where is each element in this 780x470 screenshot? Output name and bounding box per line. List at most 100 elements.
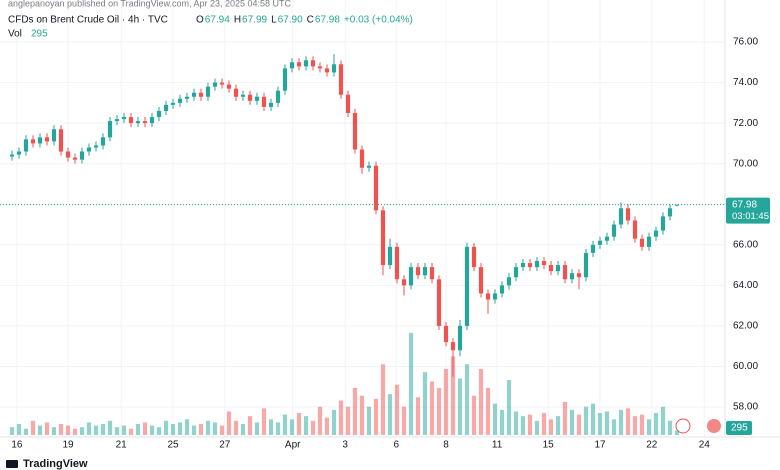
candle-body	[261, 96, 267, 107]
volume-bar	[359, 395, 365, 435]
volume-bar	[135, 424, 141, 435]
x-tick-label: 21	[116, 440, 128, 451]
candle-body	[394, 246, 400, 280]
candle-body	[499, 285, 505, 294]
volume-bar	[471, 395, 477, 435]
volume-bar	[478, 369, 484, 435]
volume-bar	[534, 420, 540, 435]
candle-body	[555, 265, 561, 272]
candle-body	[226, 84, 232, 89]
candle-body	[128, 117, 134, 124]
y-tick-label: 66.00	[733, 239, 758, 250]
volume-bar	[380, 364, 386, 435]
candle-body	[401, 279, 407, 286]
candle-body	[436, 279, 442, 326]
volume-bar	[674, 430, 680, 435]
candle-body	[23, 139, 29, 152]
volume-bar	[415, 397, 421, 435]
volume-label: Vol	[8, 29, 22, 40]
candle-body	[177, 98, 183, 103]
volume-bar	[16, 424, 22, 435]
candle-body	[93, 145, 99, 148]
volume-bar	[457, 378, 463, 435]
candle-body	[296, 62, 302, 67]
volume-bar	[394, 384, 400, 435]
x-tick-label: 6	[394, 440, 400, 451]
volume-bar	[156, 427, 162, 435]
x-tick-label: 11	[492, 440, 503, 451]
candle-body	[100, 137, 106, 146]
candle-body	[282, 68, 288, 91]
x-tick-label: 17	[594, 440, 606, 451]
legend-change: +0.03 (+0.04%)	[344, 15, 413, 26]
y-tick-label: 76.00	[733, 37, 758, 48]
volume-bar	[261, 408, 267, 435]
volume-bar	[219, 425, 225, 435]
alert-icon[interactable]	[675, 418, 691, 434]
symbol: CFDs on Brent Crude Oil · 4h · TVC	[8, 15, 168, 26]
volume-bar	[604, 411, 610, 435]
candle-body	[191, 92, 197, 97]
volume-bar	[667, 420, 673, 435]
candle-body	[86, 147, 92, 152]
flag-icon[interactable]	[707, 419, 721, 433]
volume-bar	[268, 419, 274, 435]
candle-body	[345, 94, 351, 113]
candle-body	[142, 121, 148, 124]
candle-body	[331, 64, 337, 73]
volume-bar	[583, 406, 589, 435]
volume-bar	[639, 414, 645, 435]
candle-body	[611, 224, 617, 237]
candle-body	[65, 151, 71, 158]
candle-body	[324, 68, 330, 73]
candle-body	[478, 267, 484, 294]
volume-bar	[443, 369, 449, 435]
candle-body	[604, 236, 610, 241]
candle-body	[667, 208, 673, 217]
candle-body	[443, 325, 449, 343]
price-tag-countdown: 03:01:45	[732, 211, 769, 222]
candle-body	[184, 96, 190, 99]
candle-body	[212, 82, 218, 87]
legend-value: 67.94	[205, 15, 230, 26]
candle-body	[359, 149, 365, 168]
volume-bar	[464, 364, 470, 435]
candle-body	[37, 137, 43, 144]
candle-body	[352, 112, 358, 150]
volume-bar	[653, 413, 659, 435]
candle-body	[247, 94, 253, 101]
volume-bar	[366, 406, 372, 435]
candle-body	[583, 252, 589, 278]
volume-bar	[569, 409, 575, 435]
volume-bar	[100, 424, 106, 435]
volume-bar	[128, 428, 134, 435]
candle-body	[485, 293, 491, 300]
toolbar-icons	[675, 418, 721, 434]
candle-body	[464, 246, 470, 326]
candle-body	[233, 88, 239, 97]
volume-bar	[9, 427, 15, 435]
candle-body	[135, 121, 141, 124]
candle-body	[163, 104, 169, 111]
candle-body	[44, 137, 50, 142]
volume-bar	[485, 387, 491, 435]
legend: anglepanoyan published on TradingView.co…	[8, 0, 413, 40]
candle-body	[268, 102, 274, 107]
volume-tag	[726, 421, 752, 435]
y-tick-label: 58.00	[733, 402, 758, 413]
volume-bar	[408, 332, 414, 435]
volume-bar	[352, 387, 358, 435]
candle-body	[219, 82, 225, 85]
volume-bar	[499, 409, 505, 435]
candle-body	[506, 277, 512, 286]
price-tag	[726, 197, 770, 224]
candle-body	[30, 139, 36, 144]
candle-body	[590, 244, 596, 253]
y-tick-label: 74.00	[733, 77, 758, 88]
candle-body	[653, 230, 659, 237]
volume-bar	[226, 411, 232, 435]
volume-bar	[142, 422, 148, 435]
candle-body	[317, 66, 323, 69]
